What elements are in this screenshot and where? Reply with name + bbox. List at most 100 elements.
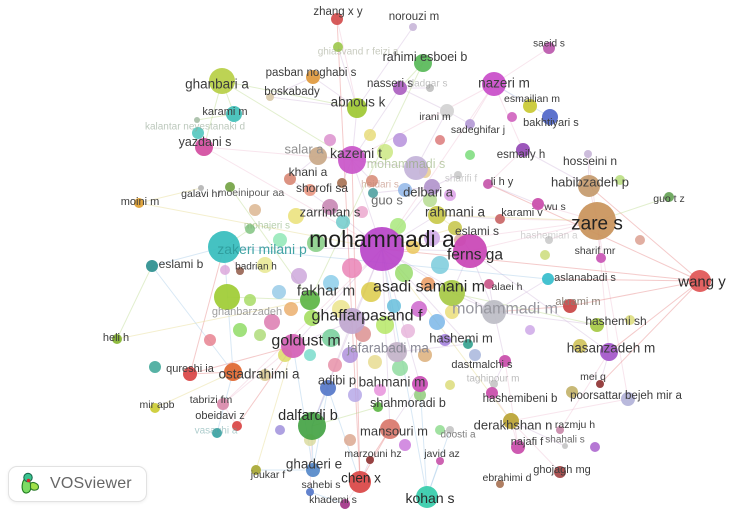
network-node[interactable] xyxy=(578,202,616,240)
background-node xyxy=(429,314,445,330)
network-node[interactable] xyxy=(454,171,462,179)
network-node[interactable] xyxy=(446,426,454,434)
network-node[interactable] xyxy=(543,42,555,54)
network-node[interactable] xyxy=(331,13,343,25)
network-node[interactable] xyxy=(516,143,530,157)
network-node[interactable] xyxy=(339,308,365,334)
network-node[interactable] xyxy=(112,334,122,344)
network-node[interactable] xyxy=(198,185,204,191)
network-node[interactable] xyxy=(499,355,511,367)
network-node[interactable] xyxy=(600,343,618,361)
network-node[interactable] xyxy=(245,224,255,234)
network-node[interactable] xyxy=(482,300,506,324)
network-node[interactable] xyxy=(412,376,428,392)
network-node[interactable] xyxy=(306,488,314,496)
network-node[interactable] xyxy=(366,175,378,187)
network-node[interactable] xyxy=(448,221,462,235)
network-node[interactable] xyxy=(596,380,604,388)
network-node[interactable] xyxy=(212,428,222,438)
network-node[interactable] xyxy=(366,456,374,464)
network-node[interactable] xyxy=(393,81,407,95)
network-node[interactable] xyxy=(584,150,592,158)
network-node[interactable] xyxy=(453,234,487,268)
network-node[interactable] xyxy=(503,413,519,429)
network-node[interactable] xyxy=(306,70,320,84)
network-node[interactable] xyxy=(482,72,506,96)
network-node[interactable] xyxy=(333,42,343,52)
network-node[interactable] xyxy=(511,440,525,454)
network-node[interactable] xyxy=(360,227,404,271)
network-node[interactable] xyxy=(542,109,558,125)
network-node[interactable] xyxy=(523,99,537,113)
network-node[interactable] xyxy=(214,284,240,310)
network-node[interactable] xyxy=(300,290,320,310)
network-node[interactable] xyxy=(380,419,400,439)
network-node[interactable] xyxy=(146,260,158,272)
network-node[interactable] xyxy=(495,214,505,224)
network-node[interactable] xyxy=(664,192,674,202)
network-node[interactable] xyxy=(554,466,566,478)
network-node[interactable] xyxy=(440,104,454,118)
network-node[interactable] xyxy=(496,480,504,488)
network-node[interactable] xyxy=(338,146,366,174)
network-node[interactable] xyxy=(621,392,635,406)
network-node[interactable] xyxy=(563,299,577,313)
network-node[interactable] xyxy=(439,280,465,306)
network-node[interactable] xyxy=(209,68,235,94)
network-node[interactable] xyxy=(281,334,305,358)
background-node xyxy=(304,349,316,361)
network-node[interactable] xyxy=(542,273,554,285)
network-node[interactable] xyxy=(484,279,494,289)
network-node[interactable] xyxy=(486,387,498,399)
network-node[interactable] xyxy=(436,457,444,465)
network-node[interactable] xyxy=(545,236,553,244)
network-node[interactable] xyxy=(689,270,711,292)
network-node[interactable] xyxy=(322,199,338,215)
network-node[interactable] xyxy=(416,486,438,508)
network-node[interactable] xyxy=(195,138,213,156)
network-node[interactable] xyxy=(349,471,371,493)
network-node[interactable] xyxy=(320,380,336,396)
network-node[interactable] xyxy=(404,156,428,180)
network-node[interactable] xyxy=(490,380,498,388)
network-node[interactable] xyxy=(194,117,200,123)
network-node[interactable] xyxy=(309,147,327,165)
network-node[interactable] xyxy=(373,402,383,412)
network-node[interactable] xyxy=(266,93,274,101)
network-node[interactable] xyxy=(183,367,197,381)
network-node[interactable] xyxy=(226,106,242,122)
network-node[interactable] xyxy=(298,412,326,440)
network-node[interactable] xyxy=(578,175,600,197)
network-node[interactable] xyxy=(232,421,242,431)
network-node[interactable] xyxy=(251,465,261,475)
network-node[interactable] xyxy=(208,231,240,263)
network-node[interactable] xyxy=(284,173,296,185)
network-node[interactable] xyxy=(562,443,568,449)
network-node[interactable] xyxy=(347,98,367,118)
network-node[interactable] xyxy=(414,54,432,72)
network-node[interactable] xyxy=(340,499,350,509)
network-node[interactable] xyxy=(428,206,446,224)
network-node[interactable] xyxy=(134,198,144,208)
network-node[interactable] xyxy=(556,426,564,434)
network-node[interactable] xyxy=(306,463,320,477)
network-node[interactable] xyxy=(337,178,347,188)
network-node[interactable] xyxy=(532,198,544,210)
network-node[interactable] xyxy=(424,179,440,195)
network-node[interactable] xyxy=(465,119,475,129)
network-node[interactable] xyxy=(368,188,378,198)
network-node[interactable] xyxy=(409,23,417,31)
network-node[interactable] xyxy=(463,339,473,349)
network-node[interactable] xyxy=(236,267,244,275)
network-node[interactable] xyxy=(483,179,493,189)
network-node[interactable] xyxy=(225,182,235,192)
network-node[interactable] xyxy=(596,253,606,263)
network-node[interactable] xyxy=(426,84,434,92)
network-node[interactable] xyxy=(217,398,229,410)
network-node[interactable] xyxy=(387,342,407,362)
network-node[interactable] xyxy=(590,318,604,332)
network-node[interactable] xyxy=(150,403,160,413)
network-node[interactable] xyxy=(224,363,242,381)
